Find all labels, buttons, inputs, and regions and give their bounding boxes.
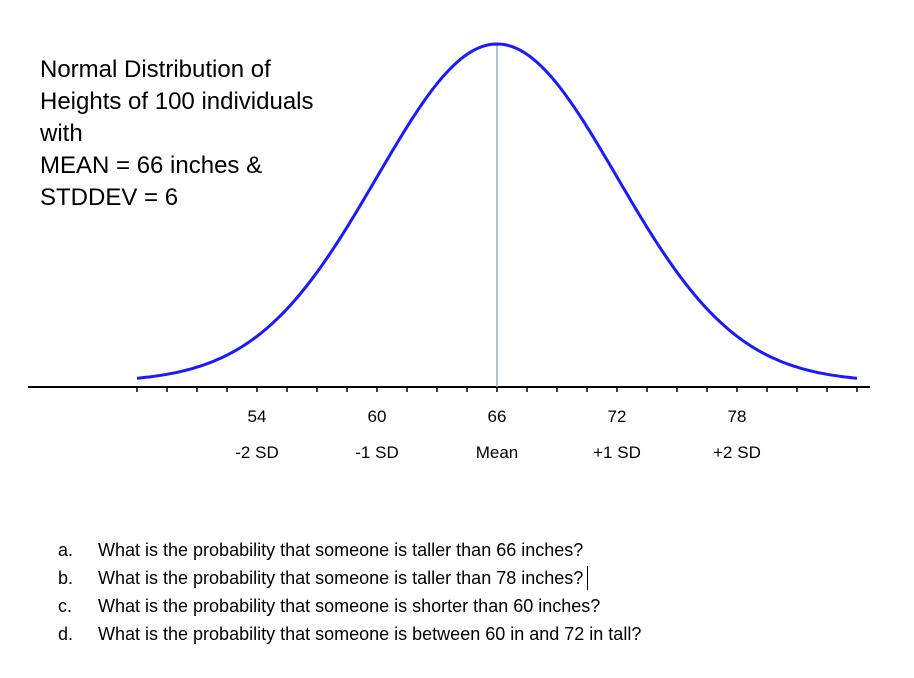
- question-item: c. What is the probability that someone …: [58, 592, 641, 620]
- question-letter: b.: [58, 568, 74, 588]
- sd-label: -1 SD: [355, 443, 398, 462]
- question-letter: c.: [58, 596, 73, 616]
- x-tick-label: 54: [248, 407, 267, 426]
- question-item: d. What is the probability that someone …: [58, 620, 641, 648]
- question-letter: a.: [58, 540, 74, 560]
- sd-label: +2 SD: [713, 443, 761, 462]
- question-text: What is the probability that someone is …: [98, 596, 601, 616]
- sd-label: -2 SD: [235, 443, 278, 462]
- sd-label: Mean: [476, 443, 519, 462]
- title-line: Heights of 100 individuals: [40, 88, 314, 115]
- title-line: with: [40, 120, 83, 147]
- sd-label: +1 SD: [593, 443, 641, 462]
- question-item: a. What is the probability that someone …: [58, 536, 641, 564]
- question-text: What is the probability that someone is …: [98, 568, 584, 588]
- distribution-curve: [136, 42, 858, 380]
- question-item: b. What is the probability that someone …: [58, 564, 641, 592]
- chart-title: Normal Distribution of Heights of 100 in…: [40, 54, 314, 214]
- minor-ticks: [136, 387, 858, 392]
- question-text: What is the probability that someone is …: [98, 540, 584, 560]
- x-tick-label: 78: [728, 407, 747, 426]
- question-list: a. What is the probability that someone …: [58, 536, 641, 648]
- x-tick-label: 60: [368, 407, 387, 426]
- title-line: MEAN = 66 inches &: [40, 152, 263, 179]
- x-tick-label: 72: [608, 407, 627, 426]
- question-text: What is the probability that someone is …: [98, 624, 642, 644]
- question-letter: d.: [58, 624, 74, 644]
- normal-distribution-chart: 54 -2 SD 60 -1 SD 66 Mean 72 +1 SD 78 +2 SD: [28, 42, 870, 462]
- tick-labels: 54 -2 SD 60 -1 SD 66 Mean 72 +1 SD 78 +2 SD: [235, 407, 761, 462]
- title-line: Normal Distribution of: [40, 56, 271, 83]
- text-cursor: [587, 566, 589, 590]
- x-tick-label: 66: [488, 407, 507, 426]
- title-line: STDDEV = 6: [40, 184, 179, 211]
